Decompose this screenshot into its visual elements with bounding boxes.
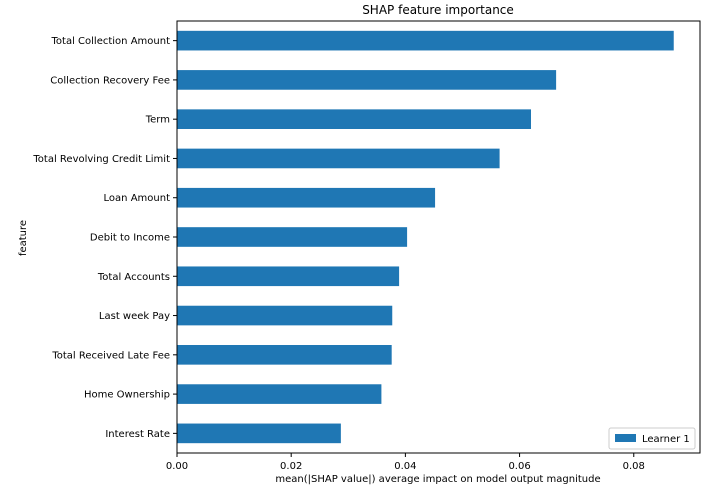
- y-tick-label: Loan Amount: [104, 193, 171, 204]
- bar: [177, 227, 408, 247]
- bar: [177, 266, 400, 287]
- bar: [177, 70, 557, 90]
- bar: [177, 345, 392, 365]
- plot-frame: [176, 20, 701, 454]
- y-tick-label: Total Revolving Credit Limit: [32, 154, 170, 165]
- y-tick-label: Total Collection Amount: [51, 36, 171, 47]
- y-tick-label: Term: [145, 115, 170, 126]
- x-tick-label: 0.00: [166, 461, 188, 472]
- bar: [177, 384, 382, 404]
- legend-label: Learner 1: [642, 434, 690, 445]
- y-tick-label: Interest Rate: [105, 429, 170, 440]
- x-tick-label: 0.08: [623, 461, 645, 472]
- bar: [177, 423, 341, 444]
- y-tick-label: Total Accounts: [97, 272, 170, 283]
- x-axis-ticks: 0.00 0.02 0.04 0.06 0.08: [166, 453, 645, 472]
- y-tick-label: Total Received Late Fee: [51, 350, 170, 361]
- x-tick-label: 0.02: [280, 461, 302, 472]
- legend: Learner 1: [608, 427, 696, 450]
- bar: [177, 187, 436, 208]
- y-tick-label: Debit to Income: [90, 233, 170, 244]
- bars-group: [177, 30, 674, 444]
- chart-title: SHAP feature importance: [362, 3, 514, 17]
- x-tick-label: 0.04: [394, 461, 416, 472]
- bar: [177, 30, 674, 51]
- y-tick-label: Collection Recovery Fee: [50, 75, 170, 86]
- y-axis-label: feature: [18, 220, 29, 256]
- legend-swatch: [615, 434, 636, 442]
- bar: [177, 109, 531, 129]
- x-tick-label: 0.06: [508, 461, 530, 472]
- bar: [177, 148, 500, 169]
- y-axis-ticks: Total Collection Amount Collection Recove…: [32, 36, 177, 440]
- bar: [177, 305, 393, 326]
- x-axis-label: mean(|SHAP value|) average impact on mod…: [275, 474, 600, 485]
- y-tick-label: Home Ownership: [84, 390, 170, 401]
- legend-frame: [608, 427, 696, 450]
- y-tick-label: Last week Pay: [99, 311, 170, 322]
